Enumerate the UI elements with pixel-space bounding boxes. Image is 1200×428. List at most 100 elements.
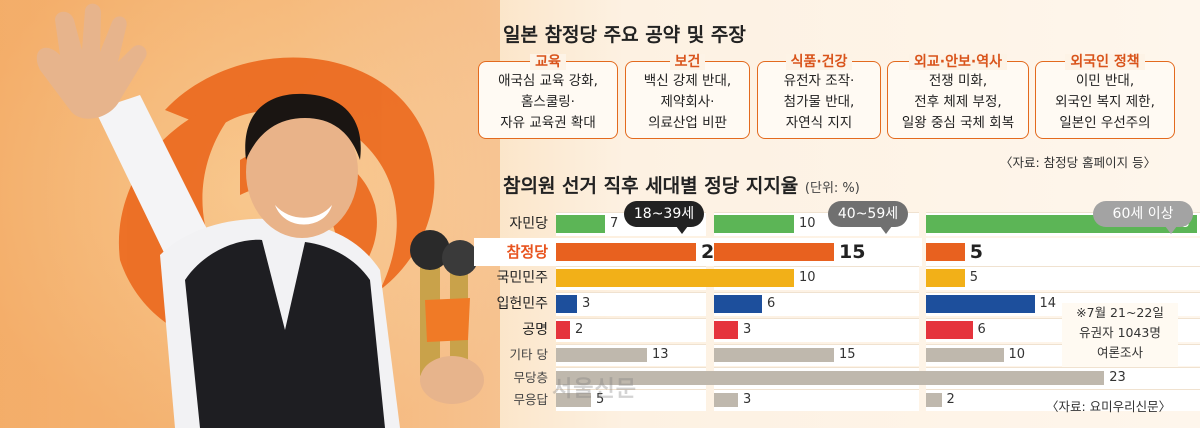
category-label: 무당층: [513, 370, 548, 385]
bar: [556, 269, 724, 287]
bar-track: [556, 318, 706, 342]
chart-source: 〈자료: 요미우리신문〉: [1046, 399, 1172, 414]
bar: [556, 215, 605, 233]
bar: [714, 243, 834, 261]
note-line-2: 유권자 1043명: [1079, 325, 1161, 340]
bar-value: 3: [743, 322, 752, 337]
bar: [926, 321, 973, 339]
category-label: 국민민주: [496, 270, 548, 286]
category-heading: 외교·안보·역사: [888, 51, 1028, 71]
age-group-label: 18~39세: [624, 201, 704, 234]
category-line: 외국인 복지 제한,: [1055, 94, 1155, 110]
bar-value: 3: [582, 296, 591, 311]
platform-source: 〈자료: 참정당 홈페이지 등〉: [1000, 155, 1157, 170]
bar-track: [714, 318, 919, 342]
bar-value: 7: [610, 216, 619, 231]
category-lines: 이민 반대, 외국인 복지 제한, 일본인 우선주의: [1036, 71, 1174, 134]
bar: [926, 348, 1004, 362]
bar-value: 6: [767, 296, 776, 311]
category-lines: 전쟁 미화, 전후 체제 부정, 일왕 중심 국체 회복: [888, 71, 1028, 134]
platform-title: 일본 참정당 주요 공약 및 주장: [503, 24, 746, 46]
category-lines: 백신 강제 반대, 제약회사· 의료산업 비판: [626, 71, 749, 134]
highlight-row-2: [926, 238, 1200, 266]
bar-value: 14: [1039, 296, 1057, 311]
category-label: 입헌민주: [496, 296, 548, 312]
category-line: 전쟁 미화,: [928, 73, 988, 89]
chart-title-text: 참의원 선거 직후 세대별 정당 지지율: [503, 175, 799, 197]
bar: [556, 295, 577, 313]
category-line: 백신 강제 반대,: [643, 73, 732, 89]
bar-value: 15: [839, 241, 866, 263]
bar-track: [556, 292, 706, 316]
platform-category: 교육 애국심 교육 강화, 홈스쿨링· 자유 교육권 확대: [478, 54, 618, 139]
category-heading: 외국인 정책: [1036, 51, 1174, 71]
category-name: 외국인 정책: [1065, 54, 1145, 70]
bar: [556, 321, 570, 339]
category-name: 보건: [669, 54, 706, 70]
bar-track: [926, 389, 1200, 411]
category-name: 식품·건강: [785, 54, 853, 70]
category-label: 자민당: [509, 216, 548, 232]
bar-value: 3: [743, 392, 752, 407]
category-heading: 식품·건강: [758, 51, 880, 71]
bar-value: 6: [977, 322, 986, 337]
category-line: 첨가물 반대,: [783, 94, 855, 110]
bar-value: 15: [839, 347, 856, 362]
bar: [714, 215, 794, 233]
bar: [714, 295, 762, 313]
bar-value: 2: [946, 392, 955, 407]
age-group-label: 60세 이상: [1093, 201, 1193, 234]
politician-photo: [0, 0, 500, 428]
bar: [714, 269, 794, 287]
category-line: 일본인 우선주의: [1059, 115, 1151, 131]
bar-value: 10: [1008, 347, 1026, 362]
watermark: 서울신문: [552, 377, 637, 402]
category-label: 기타 당: [509, 347, 548, 362]
age-group-label: 40~59세: [828, 201, 908, 234]
raised-arm: [95, 95, 215, 265]
bar: [926, 371, 1105, 385]
bar: [556, 243, 696, 261]
category-line: 의료산업 비판: [648, 115, 727, 131]
category-label: 참정당: [506, 243, 548, 261]
note-line-1: ※7월 21~22일: [1076, 305, 1164, 320]
vest: [185, 239, 385, 428]
bar: [556, 371, 738, 385]
category-line: 홈스쿨링·: [521, 94, 575, 110]
category-heading: 보건: [626, 51, 749, 71]
bar-value: 23: [1109, 370, 1126, 385]
bar: [926, 295, 1035, 313]
category-label: 무응답: [513, 392, 548, 407]
bar-value: 5: [969, 241, 983, 263]
bar-track: [714, 389, 919, 411]
category-line: 제약회사·: [660, 94, 715, 110]
bar: [926, 269, 965, 287]
bar: [926, 393, 942, 407]
bar-value: 10: [799, 270, 816, 285]
note-line-3: 여론조사: [1096, 345, 1143, 360]
bar-value: 5: [596, 392, 605, 407]
category-line: 애국심 교육 강화,: [498, 73, 598, 89]
category-lines: 애국심 교육 강화, 홈스쿨링· 자유 교육권 확대: [479, 71, 617, 134]
bar: [714, 321, 738, 339]
bar-value: 5: [969, 270, 979, 285]
bar-value: 2: [575, 322, 584, 337]
platform-category: 외교·안보·역사 전쟁 미화, 전후 체제 부정, 일왕 중심 국체 회복: [887, 54, 1029, 139]
bar-track: [926, 266, 1200, 290]
bar-value: 13: [652, 347, 669, 362]
category-line: 자연식 지지: [785, 115, 853, 131]
category-heading: 교육: [479, 51, 617, 71]
category-name: 교육: [530, 54, 566, 70]
chart-title: 참의원 선거 직후 세대별 정당 지지율 (단위: %): [503, 171, 860, 198]
bar-value: 10: [799, 216, 816, 231]
bar: [714, 393, 738, 407]
category-line: 전후 체제 부정,: [914, 94, 1002, 110]
platform-category: 외국인 정책 이민 반대, 외국인 복지 제한, 일본인 우선주의: [1035, 54, 1175, 139]
platform-category: 식품·건강 유전자 조작· 첨가물 반대, 자연식 지지: [757, 54, 881, 139]
hair: [245, 93, 361, 160]
category-label: 공명: [522, 322, 548, 338]
face: [246, 106, 358, 238]
category-name: 외교·안보·역사: [909, 54, 1007, 70]
bar: [556, 348, 647, 362]
